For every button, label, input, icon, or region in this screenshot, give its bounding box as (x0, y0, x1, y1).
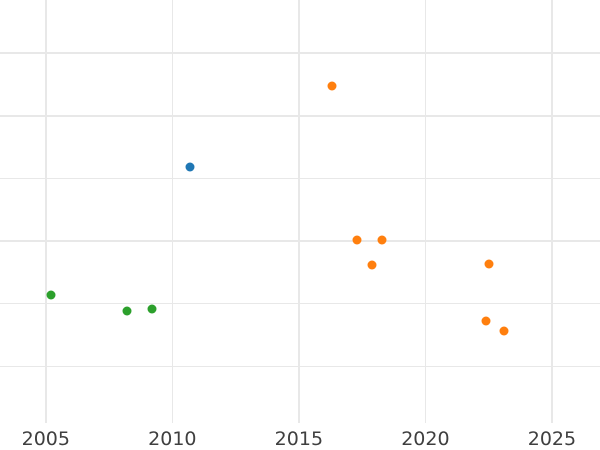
gridline-vertical (45, 0, 47, 423)
x-tick-label: 2020 (401, 428, 450, 450)
green-series-point (122, 306, 132, 316)
gridline-horizontal (0, 177, 600, 180)
orange-series-point (327, 81, 337, 91)
x-tick-label: 2015 (274, 428, 324, 450)
orange-series-point (377, 235, 387, 245)
x-tick-label: 2010 (148, 428, 197, 450)
gridline-horizontal (0, 365, 600, 368)
gridline-horizontal (0, 115, 600, 117)
orange-series-point (352, 235, 362, 245)
gridline-horizontal (0, 52, 600, 54)
gridline-horizontal (0, 240, 600, 242)
green-series-point (46, 290, 56, 300)
orange-series-point (484, 259, 494, 269)
orange-series-point (499, 326, 509, 336)
orange-series-point (367, 260, 377, 270)
gridline-vertical (424, 0, 427, 423)
gridline-vertical (298, 0, 300, 423)
gridline-vertical (171, 0, 174, 423)
gridline-vertical (551, 0, 553, 423)
blue-series-point (185, 162, 195, 172)
orange-series-point (481, 316, 491, 326)
x-tick-label: 2005 (21, 428, 70, 450)
x-tick-label: 2025 (527, 428, 577, 450)
gridline-horizontal (0, 302, 600, 305)
green-series-point (147, 304, 157, 314)
